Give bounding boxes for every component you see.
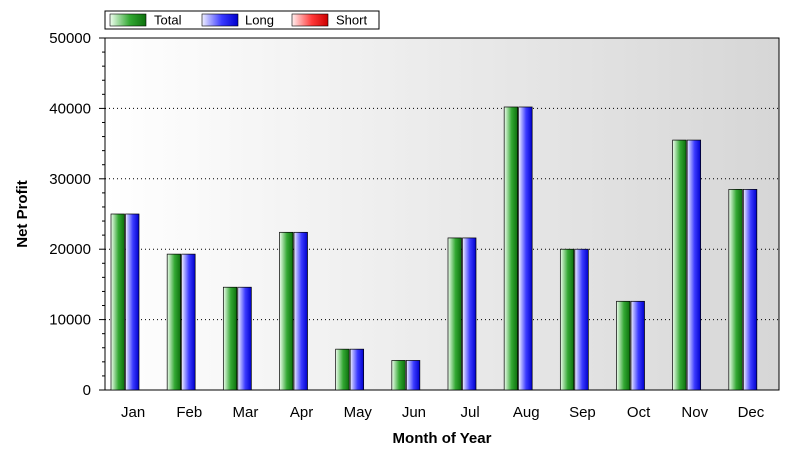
bar-long-jun bbox=[405, 360, 421, 391]
bar-total-apr bbox=[279, 231, 294, 391]
bar-total-jul bbox=[447, 237, 462, 391]
legend-swatch-long bbox=[201, 13, 239, 27]
bar-long-nov bbox=[686, 139, 702, 391]
bar-long-jul bbox=[462, 237, 477, 391]
x-tick-label: Apr bbox=[290, 404, 313, 421]
legend-swatch-total bbox=[109, 13, 147, 27]
legend-label-short: Short bbox=[336, 13, 367, 28]
bar-long-apr bbox=[293, 231, 308, 391]
x-axis-title: Month of Year bbox=[393, 430, 492, 447]
x-tick-label: Oct bbox=[627, 404, 651, 421]
y-tick-label: 50000 bbox=[49, 30, 91, 47]
bar-total-jun bbox=[391, 360, 406, 391]
bar-total-jan bbox=[110, 213, 125, 391]
y-tick-label: 20000 bbox=[49, 241, 91, 258]
legend: Total Long Short bbox=[104, 10, 380, 30]
bar-long-aug bbox=[518, 106, 533, 391]
legend-label-total: Total bbox=[154, 13, 182, 28]
bar-total-nov bbox=[672, 139, 687, 391]
x-tick-label: Jan bbox=[121, 404, 145, 421]
bar-total-feb bbox=[166, 253, 182, 391]
x-tick-label: Sep bbox=[569, 404, 596, 421]
y-tick-label: 40000 bbox=[49, 100, 91, 117]
x-tick-label: Aug bbox=[513, 404, 540, 421]
bar-long-oct bbox=[630, 300, 645, 391]
x-tick-label: May bbox=[344, 404, 373, 421]
bar-total-may bbox=[335, 348, 350, 391]
y-tick-label: 30000 bbox=[49, 171, 91, 188]
y-tick-label: 0 bbox=[83, 382, 91, 399]
x-tick-label: Dec bbox=[738, 404, 765, 421]
bar-total-dec bbox=[728, 189, 743, 391]
bar-total-oct bbox=[616, 300, 631, 391]
bar-total-mar bbox=[222, 286, 238, 391]
bar-total-aug bbox=[503, 106, 519, 391]
bar-long-dec bbox=[742, 189, 758, 391]
x-tick-label: Feb bbox=[176, 404, 202, 421]
plot-area bbox=[104, 37, 780, 391]
bar-long-feb bbox=[181, 253, 196, 391]
bar-long-may bbox=[349, 348, 365, 391]
x-tick-label: Jul bbox=[460, 404, 479, 421]
y-axis-title: Net Profit bbox=[14, 180, 31, 248]
legend-swatch-short bbox=[291, 13, 329, 27]
bar-long-sep bbox=[574, 248, 589, 391]
bar-long-jan bbox=[125, 213, 140, 391]
legend-label-long: Long bbox=[245, 13, 274, 28]
y-tick-label: 10000 bbox=[49, 312, 91, 329]
x-tick-label: Nov bbox=[681, 404, 708, 421]
bar-total-sep bbox=[559, 248, 575, 391]
bar-long-mar bbox=[237, 286, 252, 391]
x-tick-label: Jun bbox=[402, 404, 426, 421]
x-tick-label: Mar bbox=[232, 404, 258, 421]
